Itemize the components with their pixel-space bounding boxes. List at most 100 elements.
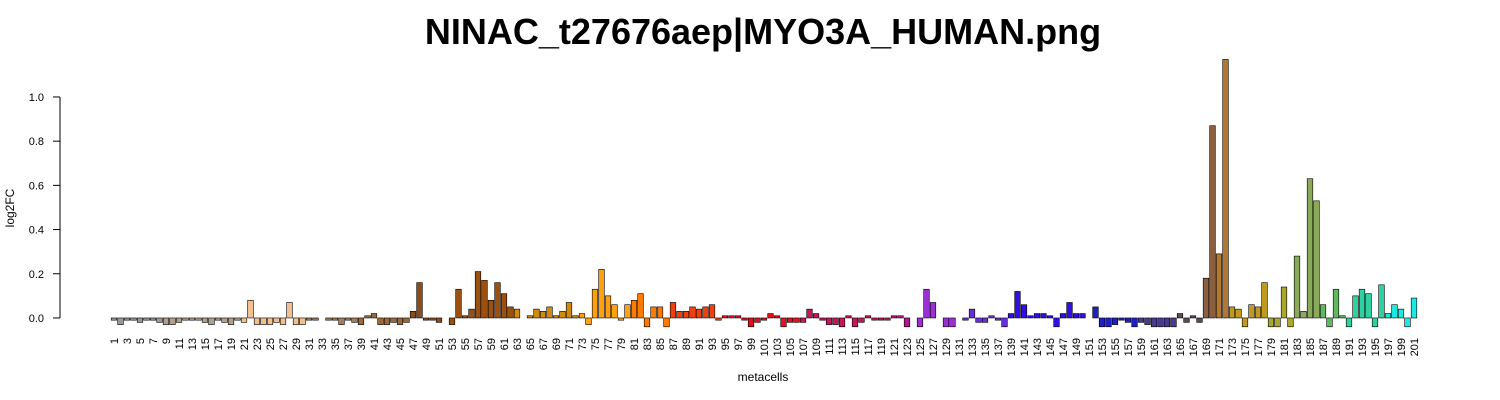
x-tick-label: 65 bbox=[525, 338, 537, 350]
x-tick-label: 109 bbox=[811, 338, 823, 356]
x-tick-label: 195 bbox=[1370, 338, 1382, 356]
bar bbox=[1183, 317, 1190, 323]
x-tick-label: 135 bbox=[980, 338, 992, 356]
bar bbox=[1313, 200, 1320, 319]
x-tick-label: 139 bbox=[1006, 338, 1018, 356]
bar bbox=[838, 317, 846, 328]
bar bbox=[682, 311, 690, 319]
x-tick-label: 3 bbox=[122, 338, 134, 344]
x-tick-label: 199 bbox=[1396, 338, 1408, 356]
bar bbox=[1111, 317, 1119, 325]
bar bbox=[949, 317, 956, 328]
bar bbox=[260, 317, 267, 325]
bar bbox=[1358, 288, 1366, 319]
bar bbox=[1261, 282, 1268, 319]
bar bbox=[890, 315, 898, 319]
bar bbox=[227, 317, 235, 325]
bar bbox=[1202, 277, 1210, 319]
bar bbox=[143, 317, 150, 321]
bar bbox=[299, 317, 306, 325]
x-tick-label: 131 bbox=[954, 338, 966, 356]
y-tick-label: 0.2 bbox=[29, 269, 44, 281]
bar bbox=[1150, 317, 1158, 328]
bar bbox=[1306, 178, 1314, 319]
bar bbox=[1189, 315, 1197, 319]
bar bbox=[403, 317, 410, 323]
bar bbox=[130, 317, 137, 321]
bar bbox=[448, 317, 456, 325]
bar bbox=[637, 293, 644, 319]
bar bbox=[1287, 317, 1294, 328]
bar bbox=[1300, 311, 1307, 319]
x-tick-label: 53 bbox=[447, 338, 459, 350]
x-tick-label: 165 bbox=[1175, 338, 1187, 356]
bar bbox=[1410, 297, 1418, 319]
x-tick-label: 9 bbox=[161, 338, 173, 344]
x-tick-label: 97 bbox=[733, 338, 745, 350]
x-tick-label: 85 bbox=[655, 338, 667, 350]
bar bbox=[1371, 317, 1379, 328]
bar bbox=[221, 317, 228, 323]
bar bbox=[812, 313, 820, 319]
bar bbox=[1397, 308, 1405, 319]
x-tick-label: 145 bbox=[1045, 338, 1057, 356]
bar bbox=[988, 315, 995, 319]
bar bbox=[435, 317, 443, 323]
x-tick-label: 1 bbox=[109, 338, 121, 344]
bar bbox=[825, 317, 833, 325]
x-tick-label: 127 bbox=[928, 338, 940, 356]
bar bbox=[585, 317, 592, 325]
bar bbox=[1079, 313, 1086, 319]
bar bbox=[676, 311, 683, 319]
x-tick-label: 193 bbox=[1357, 338, 1369, 356]
x-tick-label: 159 bbox=[1136, 338, 1148, 356]
x-tick-label: 15 bbox=[200, 338, 212, 350]
bar bbox=[201, 317, 209, 323]
bar bbox=[565, 302, 573, 319]
bar bbox=[1072, 313, 1080, 319]
x-tick-label: 141 bbox=[1019, 338, 1031, 356]
bar bbox=[149, 317, 157, 321]
bar bbox=[845, 315, 852, 319]
bar bbox=[1391, 304, 1398, 319]
bar bbox=[1274, 317, 1281, 328]
x-tick-label: 77 bbox=[603, 338, 615, 350]
bar bbox=[1345, 317, 1353, 328]
x-tick-label: 11 bbox=[174, 338, 186, 349]
bar bbox=[188, 317, 196, 321]
bar bbox=[1319, 304, 1327, 319]
bar bbox=[994, 317, 1002, 321]
x-tick-label: 137 bbox=[993, 338, 1005, 356]
bar bbox=[539, 311, 547, 319]
bar bbox=[793, 317, 800, 323]
bar bbox=[175, 317, 183, 323]
x-tick-label: 61 bbox=[499, 338, 511, 350]
bar bbox=[377, 317, 384, 325]
y-tick-label: 0.6 bbox=[29, 180, 44, 192]
bar bbox=[929, 302, 937, 319]
bar bbox=[604, 295, 612, 319]
bar bbox=[611, 304, 618, 319]
bar bbox=[624, 304, 631, 319]
x-tick-label: 43 bbox=[382, 338, 394, 350]
bar bbox=[1014, 291, 1021, 319]
bar bbox=[422, 317, 430, 321]
bar bbox=[1163, 317, 1171, 328]
y-tick-label: 0.0 bbox=[29, 313, 44, 325]
x-axis-label: metacells bbox=[738, 370, 789, 384]
bar bbox=[351, 317, 358, 323]
bar bbox=[416, 282, 423, 319]
x-tick-label: 47 bbox=[408, 338, 420, 350]
x-tick-label: 107 bbox=[798, 338, 810, 356]
bar bbox=[968, 308, 976, 319]
bar bbox=[1215, 253, 1223, 319]
bar bbox=[513, 308, 521, 319]
bar bbox=[923, 288, 930, 319]
bar bbox=[214, 317, 222, 321]
bar bbox=[806, 308, 813, 319]
bar bbox=[578, 313, 586, 319]
bar bbox=[156, 317, 163, 323]
bar bbox=[526, 315, 534, 319]
bar bbox=[773, 315, 781, 319]
bar bbox=[1332, 288, 1340, 319]
